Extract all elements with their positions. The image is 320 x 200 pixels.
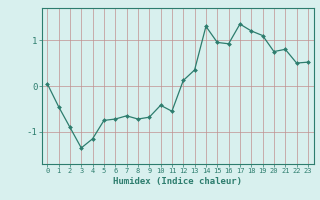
X-axis label: Humidex (Indice chaleur): Humidex (Indice chaleur) xyxy=(113,177,242,186)
